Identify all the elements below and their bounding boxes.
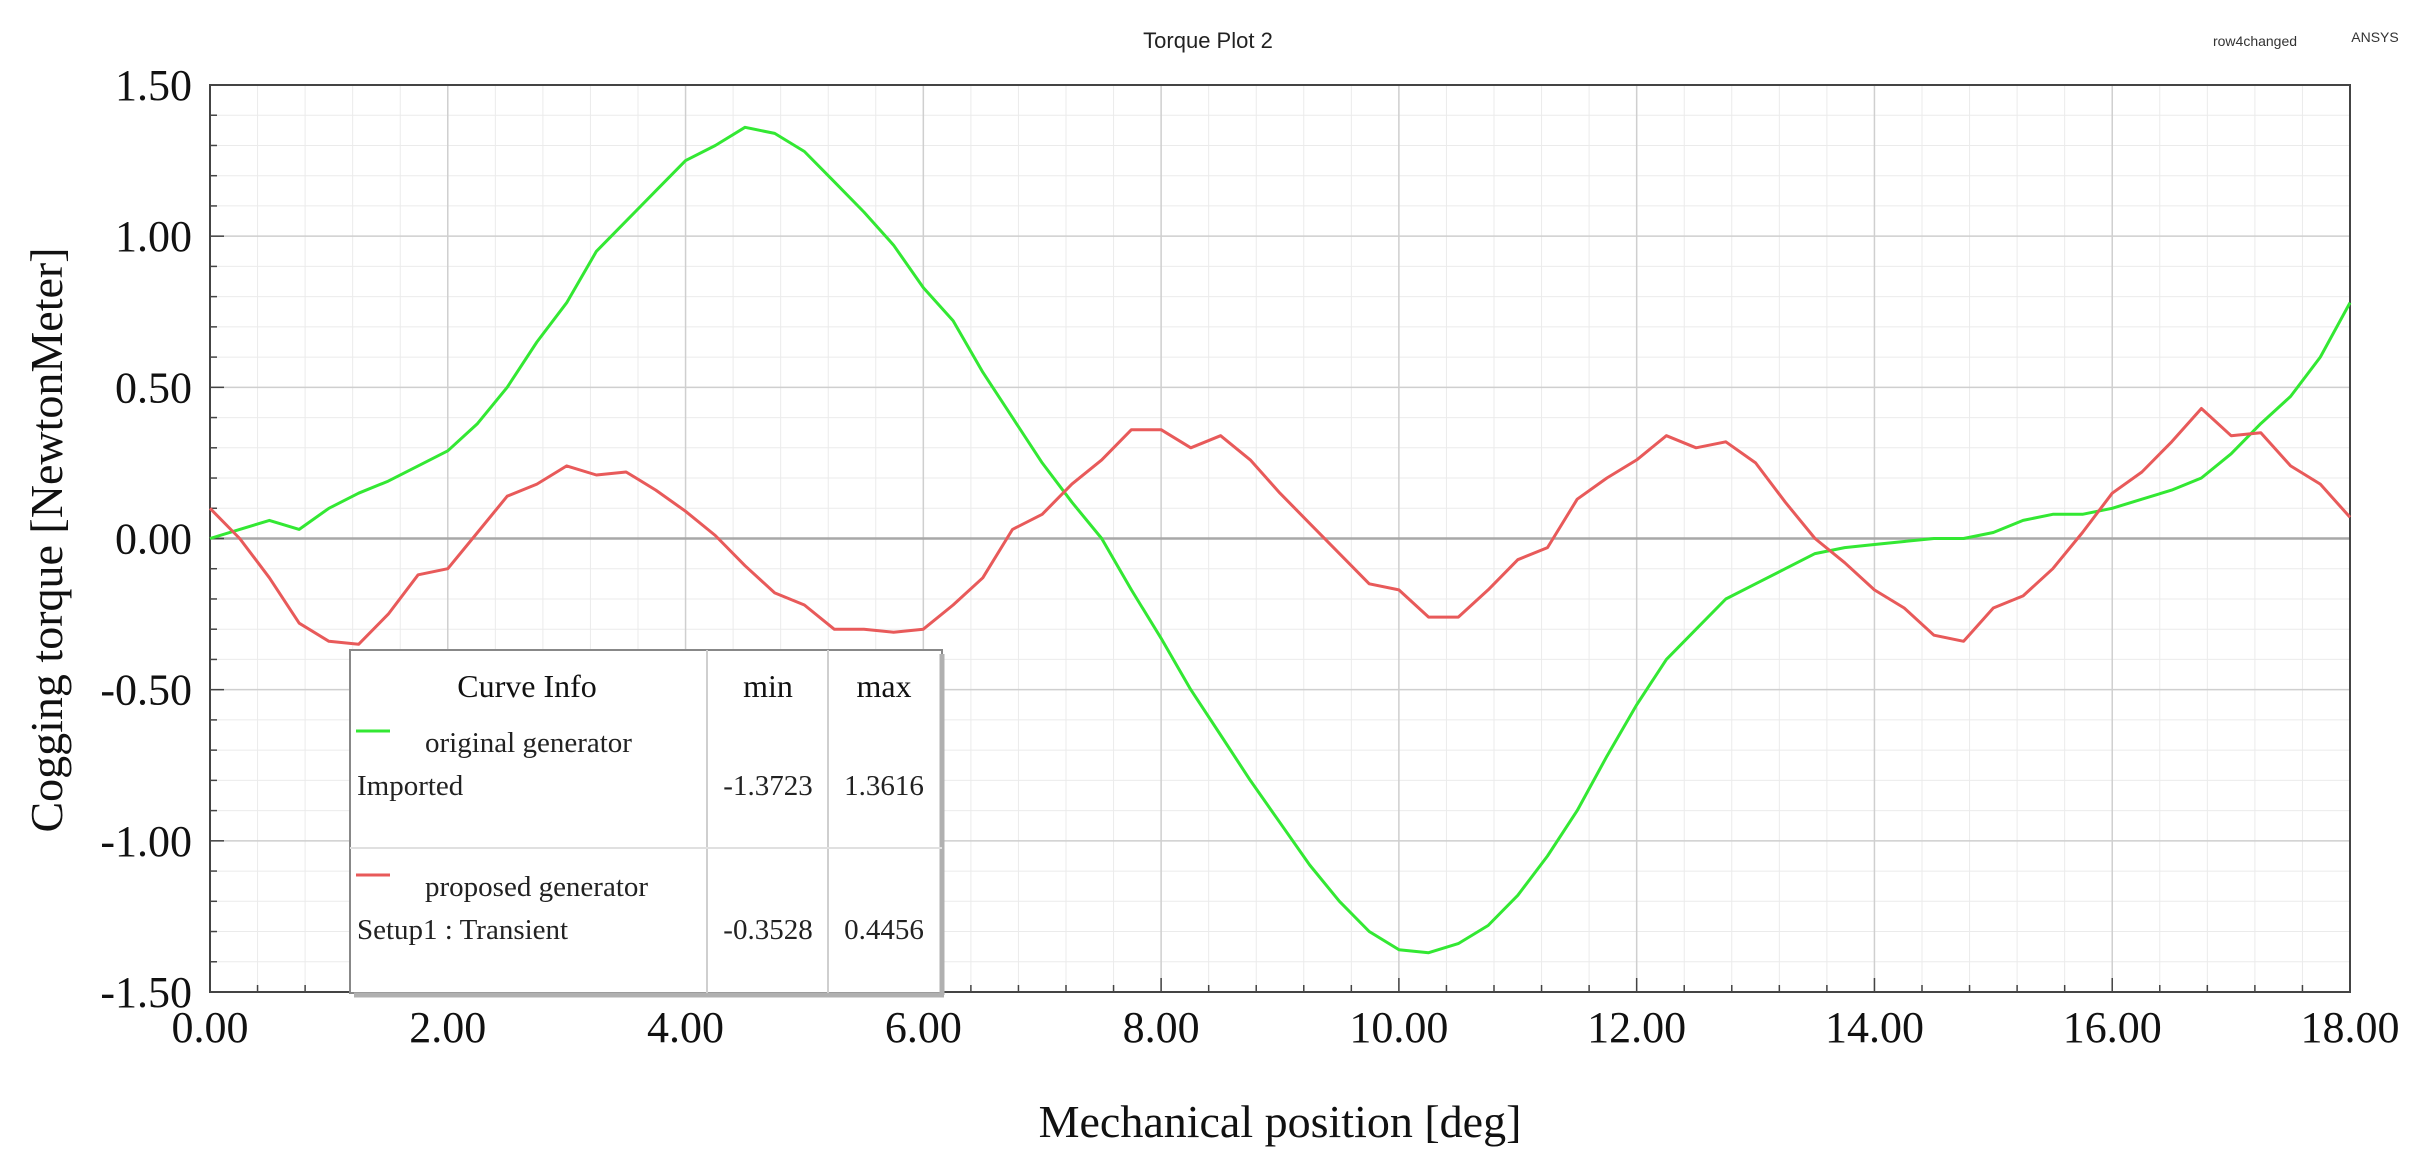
legend-original-source: Imported	[357, 770, 464, 802]
legend-original-min: -1.3723	[723, 770, 812, 802]
brand-label: ANSYS	[2351, 29, 2398, 45]
x-tick-label: 16.00	[2063, 1003, 2162, 1052]
series-proposed-generator	[208, 407, 2352, 646]
x-tick-label: 2.00	[409, 1003, 486, 1052]
x-tick-label: 0.00	[172, 1003, 249, 1052]
y-tick-label: 1.00	[115, 212, 192, 261]
legend-proposed-source: Setup1 : Transient	[357, 914, 568, 946]
y-tick-labels: 1.50 1.00 0.50 0.00 -0.50 -1.00 -1.50	[100, 61, 192, 1017]
y-tick-label: -1.00	[100, 817, 192, 866]
legend-box	[349, 649, 943, 994]
x-tick-label: 10.00	[1349, 1003, 1448, 1052]
legend-proposed-min: -0.3528	[723, 914, 812, 946]
x-tick-label: 6.00	[885, 1003, 962, 1052]
y-axis-label: Cogging torque [NewtonMeter]	[21, 247, 72, 832]
x-tick-label: 18.00	[2301, 1003, 2400, 1052]
x-tick-label: 14.00	[1825, 1003, 1924, 1052]
y-tick-label: 0.00	[115, 515, 192, 564]
y-tick-label: -1.50	[100, 968, 192, 1017]
x-tick-label: 12.00	[1587, 1003, 1686, 1052]
legend-header-curve-info: Curve Info	[457, 668, 597, 704]
series-lines	[208, 125, 2352, 955]
legend: Curve Info min max original generator Im…	[349, 649, 945, 998]
x-tick-label: 4.00	[647, 1003, 724, 1052]
y-tick-label: -0.50	[100, 666, 192, 715]
legend-header-min: min	[743, 668, 793, 704]
x-tick-label: 8.00	[1123, 1003, 1200, 1052]
y-tick-label: 1.50	[115, 61, 192, 110]
legend-original-name: original generator	[425, 727, 632, 759]
legend-proposed-name: proposed generator	[425, 871, 648, 903]
series-original-generator	[209, 125, 2352, 955]
x-tick-labels: 0.00 2.00 4.00 6.00 8.00 10.00 12.00 14.00 16.00…	[172, 1003, 2400, 1052]
design-name: row4changed	[2213, 33, 2297, 49]
y-tick-label: 0.50	[115, 363, 192, 412]
x-axis-label: Mechanical position [deg]	[1039, 1096, 1522, 1147]
legend-proposed-max: 0.4456	[844, 914, 924, 946]
legend-header-max: max	[856, 668, 911, 704]
plot-title: Torque Plot 2	[1143, 28, 1273, 53]
legend-original-max: 1.3616	[844, 770, 924, 802]
